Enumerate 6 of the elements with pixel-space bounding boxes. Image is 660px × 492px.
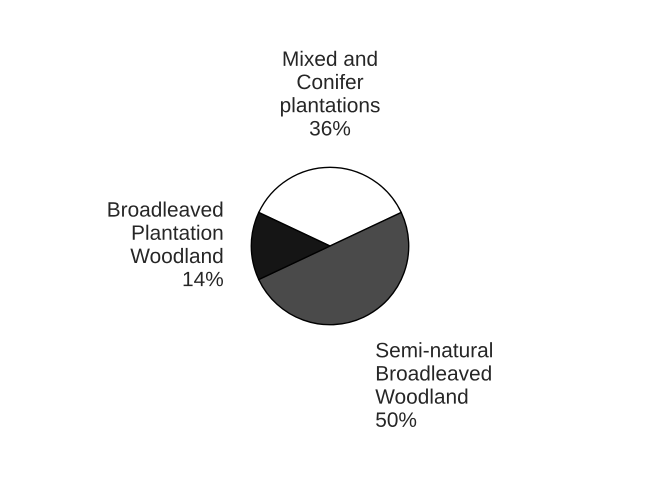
data-label: 50% [376, 412, 416, 428]
slice-label: Semi-natural Broadleaved Woodland [375, 342, 492, 404]
slice-label: Mixed and Conifer plantations [280, 50, 380, 117]
slice-label: Broadleaved Plantation Woodland [108, 201, 222, 264]
data-label: 36% [310, 120, 350, 136]
data-label: 14% [184, 272, 223, 286]
